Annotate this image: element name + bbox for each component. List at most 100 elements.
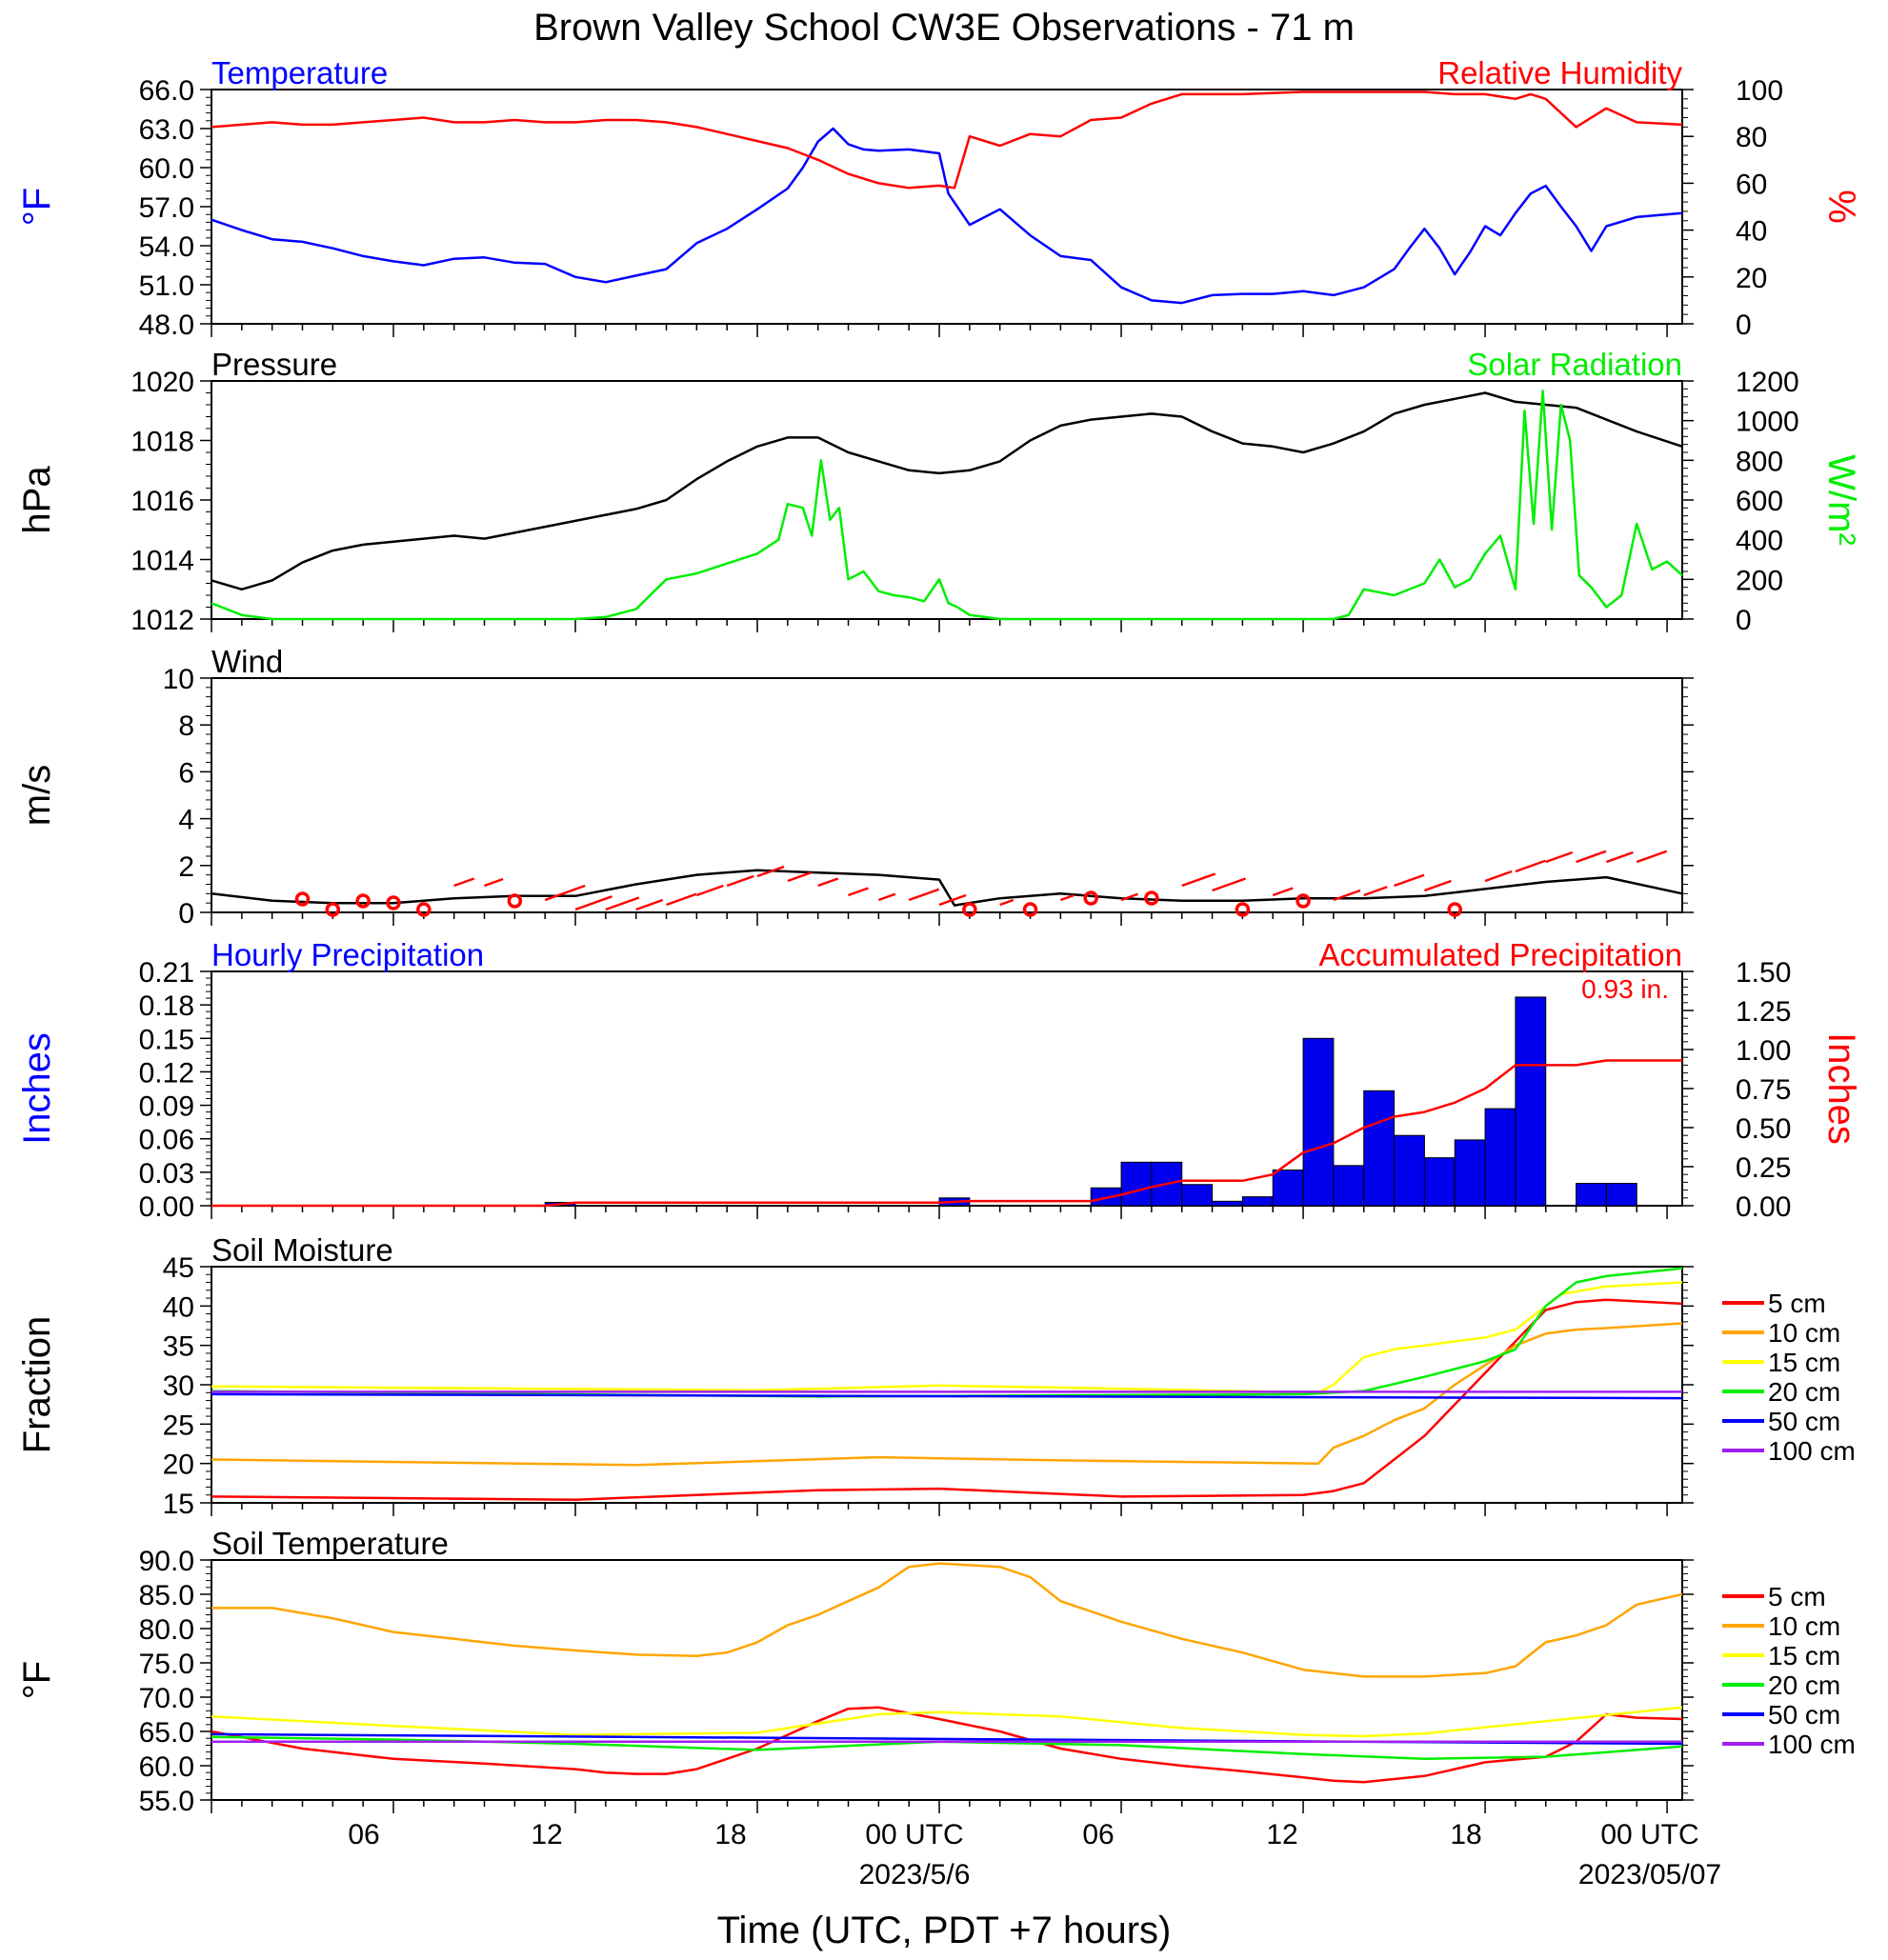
y-tick-label-right: 800 — [1736, 446, 1783, 477]
y-tick-label-left: 8 — [178, 710, 194, 742]
wind-barb — [908, 888, 940, 902]
series-relative-humidity — [211, 90, 1683, 190]
y-tick-label-left: 1020 — [131, 367, 194, 398]
y-axis-title-right: Inches — [1820, 1032, 1862, 1145]
precip-bar — [1212, 1200, 1243, 1207]
panel-hourly-precipitation: 0.210.180.150.120.090.060.030.001.501.25… — [16, 937, 1862, 1223]
x-date-label: 2023/5/6 — [859, 1859, 971, 1890]
wind-calm-marker — [416, 902, 432, 917]
y-tick-label-right: 0.75 — [1736, 1074, 1791, 1106]
wind-barb — [787, 871, 812, 883]
y-tick-label-left: 0.06 — [139, 1125, 194, 1156]
wind-barb — [1576, 850, 1607, 864]
y-tick-label-right: 1.25 — [1736, 996, 1791, 1028]
legend-label: 5 cm — [1768, 1289, 1826, 1318]
y-tick-label-right: 1.50 — [1736, 957, 1791, 989]
wind-barb — [1059, 893, 1075, 902]
y-axis-title-right: % — [1820, 190, 1862, 224]
x-tick-label: 06 — [348, 1819, 379, 1850]
series-pressure — [211, 391, 1683, 591]
series-solar-radiation — [211, 390, 1683, 621]
wind-barb — [1545, 850, 1574, 864]
wind-barb — [848, 887, 869, 897]
y-tick-label-left: 0.03 — [139, 1158, 194, 1190]
y-tick-label-left: 1016 — [131, 486, 194, 517]
legend-label: 20 cm — [1768, 1377, 1840, 1407]
wind-calm-marker — [355, 893, 371, 909]
precip-bar — [1605, 1183, 1637, 1207]
y-axis-title-left: Inches — [16, 1032, 58, 1145]
y-tick-label-right: 20 — [1736, 263, 1767, 294]
y-tick-label-left: 1018 — [131, 427, 194, 458]
y-tick-label-right: 0.00 — [1736, 1191, 1791, 1223]
wind-barb — [1423, 879, 1452, 892]
wind-barb — [453, 877, 475, 888]
y-tick-label-left: 30 — [163, 1370, 194, 1402]
y-tick-label-right: 0.25 — [1736, 1152, 1791, 1184]
panel-title-left: Temperature — [211, 55, 388, 90]
wind-barb — [666, 892, 697, 907]
panel-title-right: Accumulated Precipitation — [1318, 937, 1682, 972]
panels: 66.063.060.057.054.051.048.0100806040200… — [16, 55, 1862, 1817]
wind-barb — [635, 898, 664, 911]
y-tick-label-left: 90.0 — [139, 1546, 194, 1577]
y-tick-label-right: 600 — [1736, 486, 1783, 517]
y-tick-label-left: 35 — [163, 1331, 194, 1363]
y-tick-label-left: 63.0 — [139, 114, 194, 146]
legend-label: 10 cm — [1768, 1611, 1840, 1641]
precip-bar — [1363, 1090, 1396, 1207]
plot-frame — [211, 677, 1683, 913]
precip-bar — [1333, 1165, 1365, 1207]
y-tick-label-left: 40 — [163, 1291, 194, 1323]
wind-barb — [1484, 870, 1513, 883]
y-tick-label-left: 0.21 — [139, 957, 194, 989]
wind-barb — [726, 874, 754, 888]
wind-barb — [1636, 850, 1668, 864]
panel-title-right: Relative Humidity — [1437, 55, 1682, 90]
panel-title-left: Soil Moisture — [211, 1232, 393, 1268]
series-15-cm — [211, 1281, 1683, 1394]
series-50-cm — [211, 1392, 1683, 1400]
precip-bar — [1302, 1037, 1335, 1207]
panel-pressure: 1020 1018 1016 1014 1012 1200 1000 800 600 400 200… — [16, 347, 1862, 636]
x-tick-label: 00 UTC — [1600, 1819, 1698, 1850]
wind-barb — [1515, 859, 1546, 873]
wind-barb — [1605, 850, 1634, 864]
legend-label: 100 cm — [1768, 1436, 1856, 1466]
wind-barb — [999, 898, 1014, 907]
precip-bar — [1272, 1170, 1304, 1207]
legend-label: 20 cm — [1768, 1670, 1840, 1700]
y-tick-label-right: 1200 — [1736, 367, 1799, 398]
series-10-cm — [211, 1562, 1683, 1678]
wind-barb — [1333, 889, 1361, 902]
precip-bar — [1394, 1134, 1425, 1207]
wind-barb — [938, 893, 967, 907]
x-date-label: 2023/05/07 — [1578, 1859, 1721, 1890]
legend-label: 10 cm — [1768, 1318, 1840, 1348]
precip-bar — [1241, 1196, 1274, 1207]
wind-barb — [484, 877, 504, 888]
y-tick-label-right: 100 — [1736, 75, 1783, 107]
y-tick-label-left: 65.0 — [139, 1717, 194, 1749]
y-tick-label-left: 60.0 — [139, 1751, 194, 1783]
chart-title: Brown Valley School CW3E Observations - … — [533, 7, 1355, 49]
precip-bar — [1484, 1108, 1516, 1207]
y-tick-label-right: 0 — [1736, 310, 1752, 341]
wind-calm-marker — [1083, 890, 1098, 906]
y-tick-label-right: 400 — [1736, 526, 1783, 557]
precip-bar — [1181, 1184, 1214, 1207]
wind-barb — [756, 865, 785, 878]
panel-title-left: Soil Temperature — [211, 1526, 449, 1561]
wind-barb — [695, 884, 724, 897]
precip-bar — [1576, 1183, 1607, 1207]
series-10-cm — [211, 1322, 1683, 1467]
panel-soil-temperature: 90.085.080.075.070.065.060.055.0 Soil Tem… — [16, 1526, 1856, 1817]
y-tick-label-right: 1.00 — [1736, 1035, 1791, 1067]
x-tick-label: 00 UTC — [865, 1819, 963, 1850]
series-15-cm — [211, 1706, 1683, 1738]
y-tick-label-left: 75.0 — [139, 1649, 194, 1680]
y-axis-title-left: Fraction — [16, 1316, 58, 1454]
wind-barb — [1120, 892, 1138, 902]
panel-title-right: Solar Radiation — [1467, 347, 1682, 382]
